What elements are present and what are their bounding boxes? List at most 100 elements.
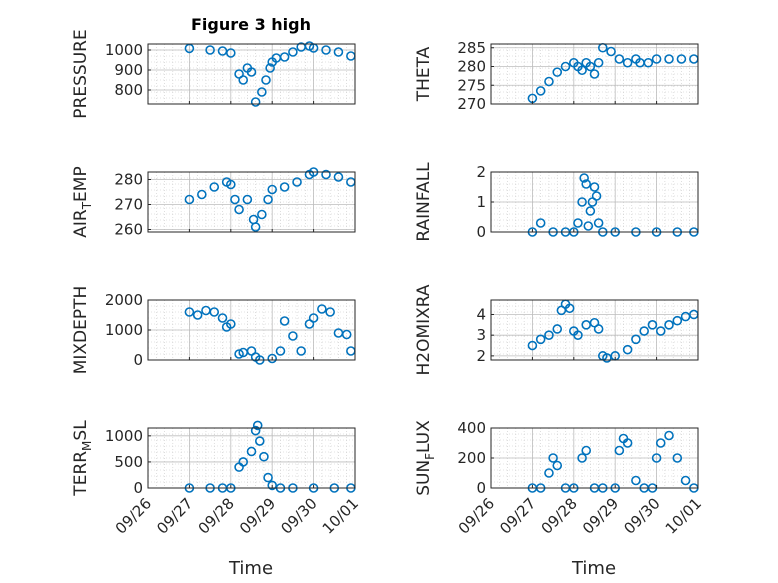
axes-box xyxy=(147,171,356,233)
data-point xyxy=(589,182,600,192)
data-point xyxy=(184,194,195,205)
y-axis-label: SUNFLUX xyxy=(414,420,437,496)
data-point xyxy=(581,179,592,189)
y-tick-label: 2 xyxy=(476,347,486,365)
x-tick-label: 10/01 xyxy=(319,494,362,537)
y-axis-label: H2OMIXRA xyxy=(414,284,434,375)
data-point xyxy=(234,204,244,215)
data-point xyxy=(535,86,546,96)
data-point xyxy=(614,54,625,64)
data-point xyxy=(583,221,594,231)
data-point xyxy=(288,47,298,57)
data-point xyxy=(672,453,683,463)
data-point xyxy=(544,468,554,478)
data-point xyxy=(552,67,563,77)
y-tick-label: 0 xyxy=(133,479,143,497)
y-label-subscript: M xyxy=(80,441,94,451)
axes-box xyxy=(147,43,356,105)
x-tick-label: 09/26 xyxy=(112,494,155,537)
data-point xyxy=(593,218,604,228)
data-point xyxy=(192,310,203,320)
data-point xyxy=(250,222,261,232)
data-point xyxy=(573,218,583,228)
y-tick-label: 0 xyxy=(133,351,143,369)
y-tick-label: 1 xyxy=(476,193,486,211)
y-axis-label: MIXDEPTH xyxy=(71,286,91,375)
data-point xyxy=(259,451,269,462)
data-point xyxy=(664,320,674,330)
data-point xyxy=(238,75,249,85)
data-point xyxy=(263,472,273,483)
data-point xyxy=(680,475,691,486)
y-label-subscript: T xyxy=(80,201,94,210)
data-point xyxy=(209,182,220,192)
data-point xyxy=(252,420,263,431)
data-point xyxy=(527,340,538,351)
data-point xyxy=(265,63,275,73)
data-point xyxy=(321,45,331,55)
data-point xyxy=(589,69,600,79)
data-point xyxy=(672,315,683,326)
data-point xyxy=(535,334,546,345)
x-tick-label: 09/30 xyxy=(277,494,320,537)
data-point xyxy=(591,191,602,201)
y-tick-label: 3 xyxy=(476,326,486,344)
plot-area xyxy=(148,172,355,232)
y-tick-label: 2 xyxy=(476,163,486,181)
data-point xyxy=(279,52,290,62)
data-point xyxy=(606,46,616,57)
data-point xyxy=(217,313,228,323)
data-point xyxy=(544,330,554,340)
data-point xyxy=(317,304,327,314)
data-point xyxy=(544,76,554,87)
y-axis-label: PRESSURE xyxy=(71,29,91,118)
x-tick-label: 09/29 xyxy=(579,494,622,537)
y-tick-label: 270 xyxy=(457,95,486,113)
y-axis-label: TERRMSL xyxy=(71,420,94,497)
x-tick-label: 09/28 xyxy=(195,494,238,537)
data-point xyxy=(333,47,344,57)
data-point xyxy=(325,307,335,317)
x-tick-label: 09/30 xyxy=(620,494,663,537)
data-point xyxy=(614,445,625,456)
data-point xyxy=(246,67,257,77)
data-point xyxy=(261,75,271,85)
data-point xyxy=(564,303,575,314)
y-tick-label: 900 xyxy=(114,61,143,79)
data-point xyxy=(234,349,244,359)
y-tick-label: 280 xyxy=(114,171,143,189)
data-point xyxy=(254,436,265,446)
data-point xyxy=(267,353,278,364)
data-point xyxy=(279,182,290,192)
x-tick-label: 09/27 xyxy=(153,494,196,537)
y-tick-label: 200 xyxy=(457,449,486,467)
data-point xyxy=(577,453,587,463)
data-point xyxy=(593,324,604,334)
data-point xyxy=(631,334,641,345)
subplot-3: 260 270 280 AIRTEMP xyxy=(71,166,356,239)
data-point xyxy=(585,206,596,216)
data-point xyxy=(622,438,633,448)
figure-title: Figure 3 high xyxy=(191,15,311,34)
y-label-part: SL xyxy=(71,420,91,441)
data-point xyxy=(552,324,563,334)
y-tick-label: 285 xyxy=(457,39,486,57)
data-point xyxy=(230,194,240,205)
y-tick-label: 275 xyxy=(457,76,486,94)
plot-area xyxy=(148,428,355,488)
y-label-subscript: F xyxy=(423,453,437,460)
data-point xyxy=(321,169,331,180)
data-point xyxy=(560,61,571,72)
y-label-part: LUX xyxy=(414,420,434,453)
x-axis-label-right: Time xyxy=(571,558,616,579)
data-point xyxy=(292,177,302,187)
subplot-4: 0 1 2 RAINFALL xyxy=(414,162,699,242)
data-point xyxy=(257,87,267,97)
data-point xyxy=(226,319,236,329)
data-point xyxy=(226,48,236,58)
data-point xyxy=(664,430,674,441)
subplot-6: 2 3 4 H2OMIXRA xyxy=(414,284,699,376)
data-point xyxy=(676,54,687,64)
data-point xyxy=(238,457,249,467)
